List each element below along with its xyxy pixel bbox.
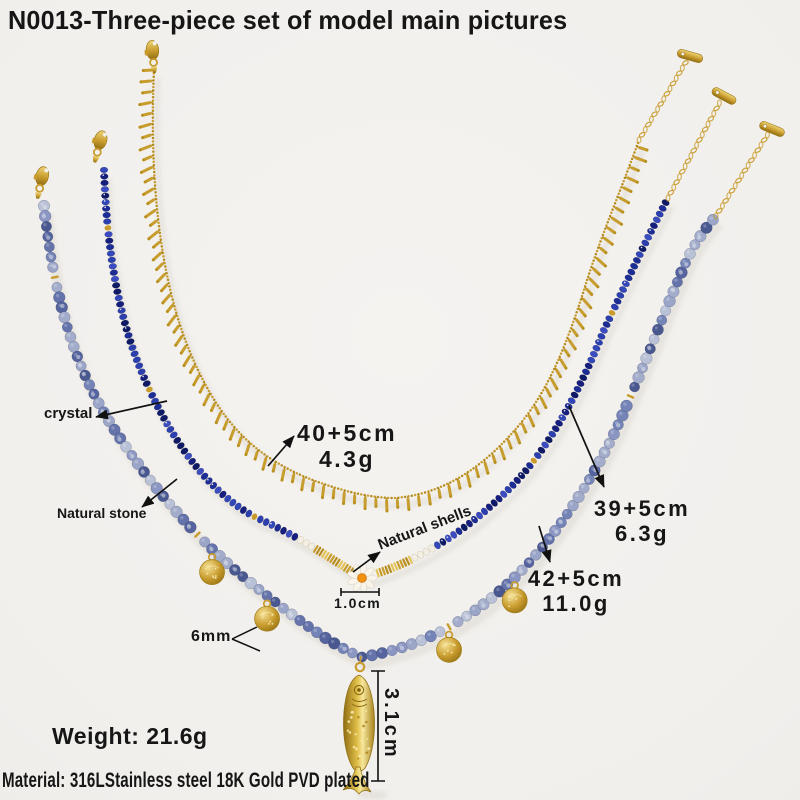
fish-pendant: [342, 655, 375, 795]
crystal-necklace: [91, 87, 737, 594]
natural-stone-label: Natural stone: [57, 505, 147, 521]
page-title: N0013-Three-piece set of model main pict…: [8, 5, 568, 35]
daisy-shell-charm: [347, 562, 378, 594]
coin-charm: [501, 581, 528, 614]
lobster-clasp: [144, 40, 160, 74]
total-weight-text: Weight: 21.6g: [52, 723, 208, 749]
crystal-weight: 6.3g: [614, 520, 670, 546]
chain-end-tag: [759, 121, 785, 137]
fish-length-label: 3.1cm: [380, 688, 402, 760]
shell-size-label: 1.0cm: [334, 595, 382, 611]
stone-size: 42+5cm: [527, 566, 625, 591]
stone-weight: 11.0g: [542, 590, 610, 616]
chain-end-tag: [711, 87, 737, 105]
stone-size-annotation: 42+5cm 11.0g: [524, 566, 628, 616]
coin-charm: [436, 630, 462, 663]
annotation-arrows-and-measures: [95, 400, 605, 782]
chain-end-tag: [677, 49, 703, 63]
fringe-size: 40+5cm: [296, 420, 398, 446]
crystal-size: 39+5cm: [593, 496, 691, 521]
coin-charm: [199, 553, 225, 586]
lobster-clasp: [33, 166, 49, 199]
crystal-size-annotation: 39+5cm 6.3g: [590, 496, 694, 546]
coin-size-label: 6mm: [191, 628, 232, 645]
crystal-material-label: crystal: [44, 405, 93, 422]
fringe-chain-size-annotation: 40+5cm 4.3g: [288, 420, 406, 473]
natural-stone-necklace: [33, 121, 785, 795]
lobster-clasp: [91, 130, 108, 163]
fringe-weight: 4.3g: [318, 445, 376, 472]
material-text: Material: 316LStainless steel 18K Gold P…: [2, 769, 370, 792]
coin-charm: [254, 599, 280, 632]
gold-fringe-chain-necklace: [138, 40, 703, 513]
